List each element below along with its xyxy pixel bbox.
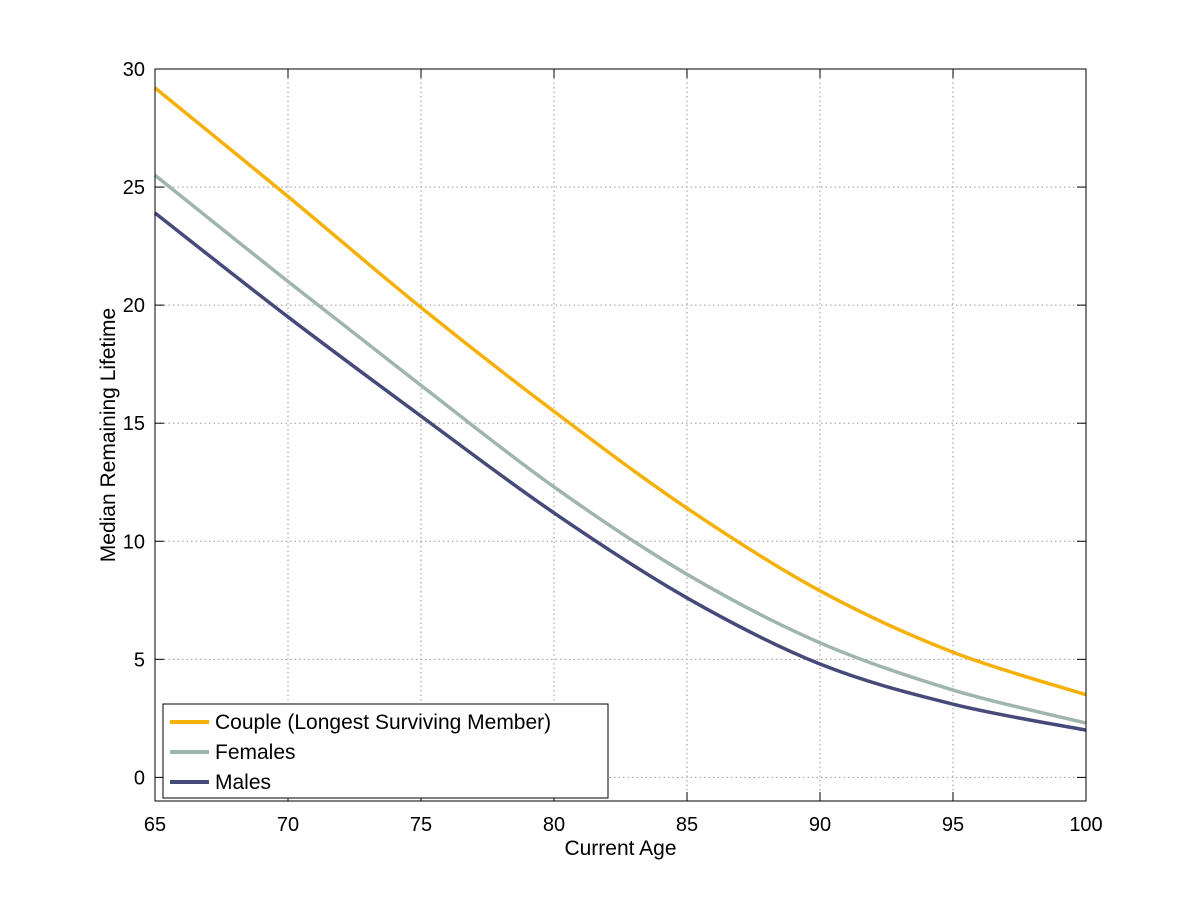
grid <box>155 69 1086 801</box>
y-tick-label: 20 <box>123 295 145 317</box>
y-tick-label: 15 <box>123 413 145 435</box>
legend-label-couple: Couple (Longest Surviving Member) <box>215 711 551 734</box>
legend: Couple (Longest Surviving Member) Female… <box>162 703 609 799</box>
x-tick-label: 80 <box>543 814 565 836</box>
x-tick-label: 90 <box>809 814 831 836</box>
x-axis-label: Current Age <box>564 837 676 860</box>
y-tick-label: 0 <box>134 767 145 789</box>
x-tick-label: 75 <box>410 814 432 836</box>
y-tick-label: 10 <box>123 531 145 553</box>
x-tick-label: 70 <box>277 814 299 836</box>
legend-label-females: Females <box>215 741 296 764</box>
plot-frame <box>154 68 1087 802</box>
y-tick-label: 5 <box>134 649 145 671</box>
x-tick-label: 65 <box>144 814 166 836</box>
axis-ticks: 65 70 75 80 85 90 95 100 0 5 10 15 20 25 30 <box>123 59 1103 836</box>
x-tick-label: 85 <box>676 814 698 836</box>
y-axis-label: Median Remaining Lifetime <box>97 308 120 562</box>
x-tick-label: 100 <box>1069 814 1102 836</box>
x-tick-label: 95 <box>942 814 964 836</box>
y-tick-label: 25 <box>123 177 145 199</box>
legend-box <box>162 703 609 799</box>
series-line-males <box>153 211 1087 732</box>
series-line-females <box>153 173 1087 725</box>
legend-label-males: Males <box>215 771 271 794</box>
series-line-couple <box>153 86 1087 697</box>
y-tick-label: 30 <box>123 59 145 81</box>
series-lines <box>153 86 1087 732</box>
